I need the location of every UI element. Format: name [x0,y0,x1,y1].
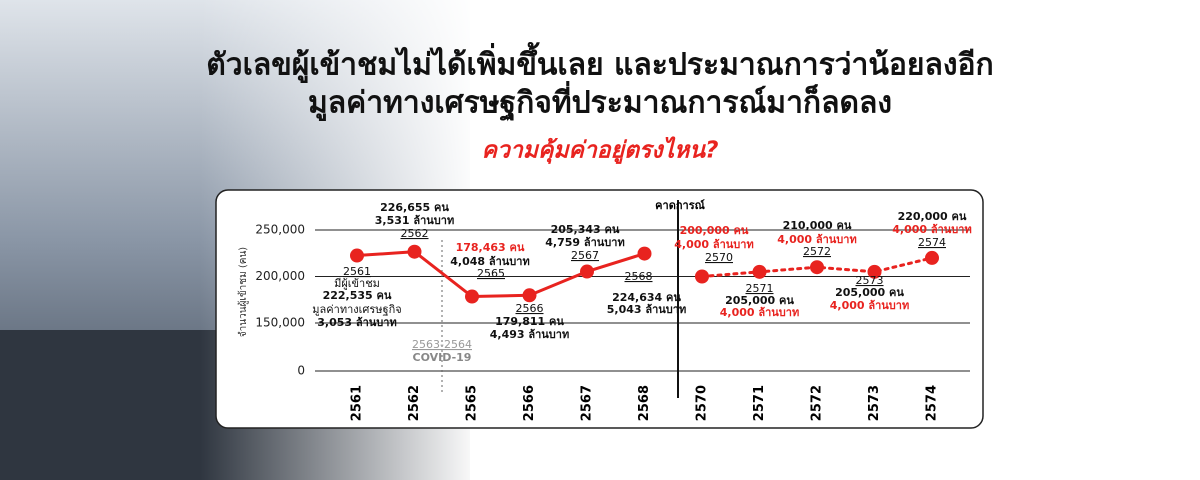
y-tick-label: 250,000 [255,223,305,237]
revenue-label: 4,048 ล้านบาท [450,255,529,268]
forecast-label: คาดการณ์ [655,199,705,212]
chart-frame [215,189,984,429]
y-axis-label: จำนวนผู้เข้าชม (คน) [237,247,249,337]
point-year-label: 2571 [746,282,774,295]
x-tick-label: 2570 [695,385,710,421]
data-label: 205,000 คน [725,294,794,307]
data-point [925,250,939,265]
x-tick-label: 2568 [637,385,652,421]
revenue-label: 4,000 ล้านบาท [892,223,971,236]
y-tick-label: 150,000 [255,316,305,330]
x-tick-label: 2561 [350,385,365,421]
x-tick-label: 2566 [522,385,537,421]
x-tick-label: 2567 [580,385,595,421]
revenue-label: 4,000 ล้านบาท [777,233,856,246]
point-year-label: 2561 [343,265,371,278]
data-point [637,246,652,261]
data-label: 220,000 คน [898,210,967,223]
point-year-label: 2572 [803,245,831,258]
data-label: 200,000 คน [680,224,749,237]
data-point [522,288,537,303]
point-prefix: มูลค่าทางเศรษฐกิจ [312,303,401,316]
data-point [350,248,364,263]
data-point [695,269,709,284]
subtitle: ความคุ้มค่าอยู่ตรงไหน? [482,136,719,165]
data-label: 222,535 คน [323,289,392,302]
data-point [752,264,767,279]
data-label: 205,000 คน [835,286,904,299]
chart: 0 150,000 200,000 250,000 จำนวนผู้เข้าชม (คน… [237,199,972,421]
series-line [355,250,646,299]
y-tick-label: 0 [297,364,305,378]
revenue-label: 4,000 ล้านบาท [720,306,799,319]
gap-annotation: 2563-2564 [412,338,472,351]
point-year-label: 2573 [856,274,884,287]
x-tick-label: 2572 [810,385,825,421]
data-point [867,264,882,279]
data-label: 178,463 คน [456,241,525,254]
point-year-label: 2574 [918,236,946,249]
title-line: ตัวเลขผู้เข้าชมไม่ได้เพิ่มขึ้นเลย และประ… [206,42,993,84]
x-tick-label: 2562 [407,385,422,421]
y-tick-label: 200,000 [255,269,305,283]
point-prefix: มีผู้เข้าชม [334,277,380,290]
data-point [407,244,422,259]
title-line: มูลค่าทางเศรษฐกิจที่ประมาณการณ์มาก็ลดลง [308,81,892,123]
x-tick-label: 2574 [925,385,940,421]
gap-annotation: COVID-19 [413,351,472,364]
revenue-label: 4,000 ล้านบาท [674,238,753,251]
data-point [810,260,824,275]
point-year-label: 2570 [705,251,733,264]
revenue-label: 4,493 ล้านบาท [490,328,569,341]
data-label: 179,811 คน [495,315,564,328]
revenue-label: 3,053 ล้านบาท [317,316,396,329]
x-tick-label: 2573 [867,385,882,421]
point-year-label: 2567 [571,249,599,262]
revenue-label: 3,531 ล้านบาท [375,214,454,227]
point-year-label: 2568 [625,270,653,283]
data-label: 210,000 คน [783,219,852,232]
revenue-label: 5,043 ล้านบาท [607,303,686,316]
data-label: 224,634 คน [612,291,681,304]
revenue-label: 4,000 ล้านบาท [830,299,909,312]
data-point [580,264,594,279]
revenue-label: 4,759 ล้านบาท [545,236,624,249]
point-year-label: 2562 [401,227,429,240]
data-label: 226,655 คน [380,201,449,214]
x-tick-label: 2565 [465,385,480,421]
x-tick-label: 2571 [752,385,767,421]
point-year-label: 2565 [477,267,505,280]
point-year-label: 2566 [516,302,544,315]
data-label: 205,343 คน [551,223,620,236]
data-point [465,289,479,304]
